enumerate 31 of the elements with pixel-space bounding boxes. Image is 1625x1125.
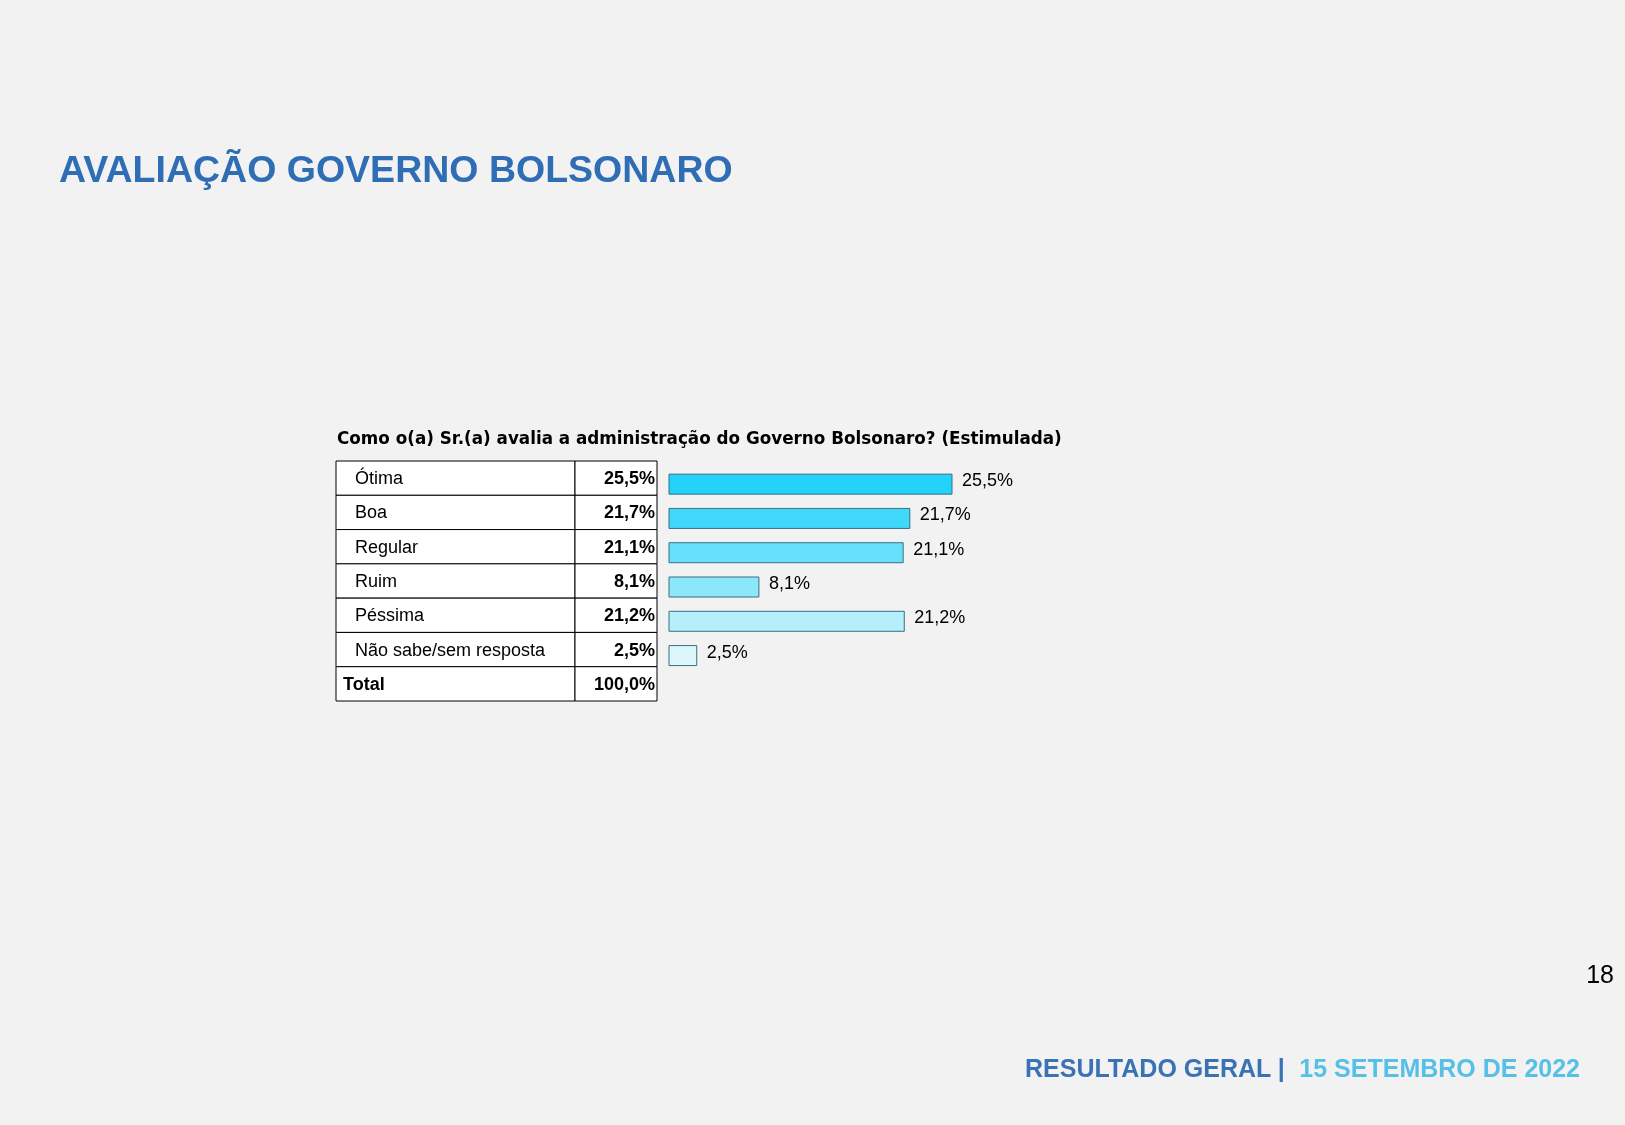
- chart-title: AVALIAÇÃO GOVERNO BOLSONARO: [59, 148, 733, 190]
- bar: [668, 610, 905, 632]
- data-label: 21,2%: [603, 605, 655, 626]
- text: 8,1%: [768, 573, 810, 593]
- text: 2,5%: [706, 641, 748, 662]
- bar: [668, 473, 953, 495]
- y-tick-label: Ruim: [355, 571, 398, 591]
- chart-subtitle: Como o(a) Sr.(a) avalia a administração do Governo Bolsonaro? (Estimulada): [337, 428, 1062, 448]
- data-label: 21,1%: [603, 536, 655, 557]
- y-tick-label: Péssima: [355, 605, 426, 626]
- bar: [668, 576, 760, 598]
- text: RESULTADO GERAL |: [1025, 1054, 1285, 1082]
- text: 18: [1586, 960, 1614, 988]
- text: 21,1%: [913, 538, 965, 559]
- data-label: 2,5%: [613, 639, 655, 660]
- data-label: 21,7%: [603, 502, 655, 523]
- bar: [668, 542, 904, 564]
- text: 100,0%: [593, 673, 655, 694]
- data-label: 25,5%: [603, 468, 655, 489]
- y-tick-label: Não sabe/sem resposta: [355, 639, 547, 660]
- text: 15 SETEMBRO DE 2022: [1299, 1054, 1580, 1082]
- text: 25,5%: [962, 470, 1014, 491]
- bar: [668, 645, 698, 667]
- y-tick-label: Regular: [355, 536, 419, 557]
- y-tick-label: Boa: [355, 502, 389, 523]
- bar: [668, 507, 911, 529]
- text: Total: [343, 673, 385, 694]
- y-tick-label: Ótima: [355, 467, 404, 489]
- text: 21,2%: [914, 607, 966, 628]
- text: 21,7%: [919, 504, 971, 525]
- data-label: 8,1%: [613, 571, 655, 591]
